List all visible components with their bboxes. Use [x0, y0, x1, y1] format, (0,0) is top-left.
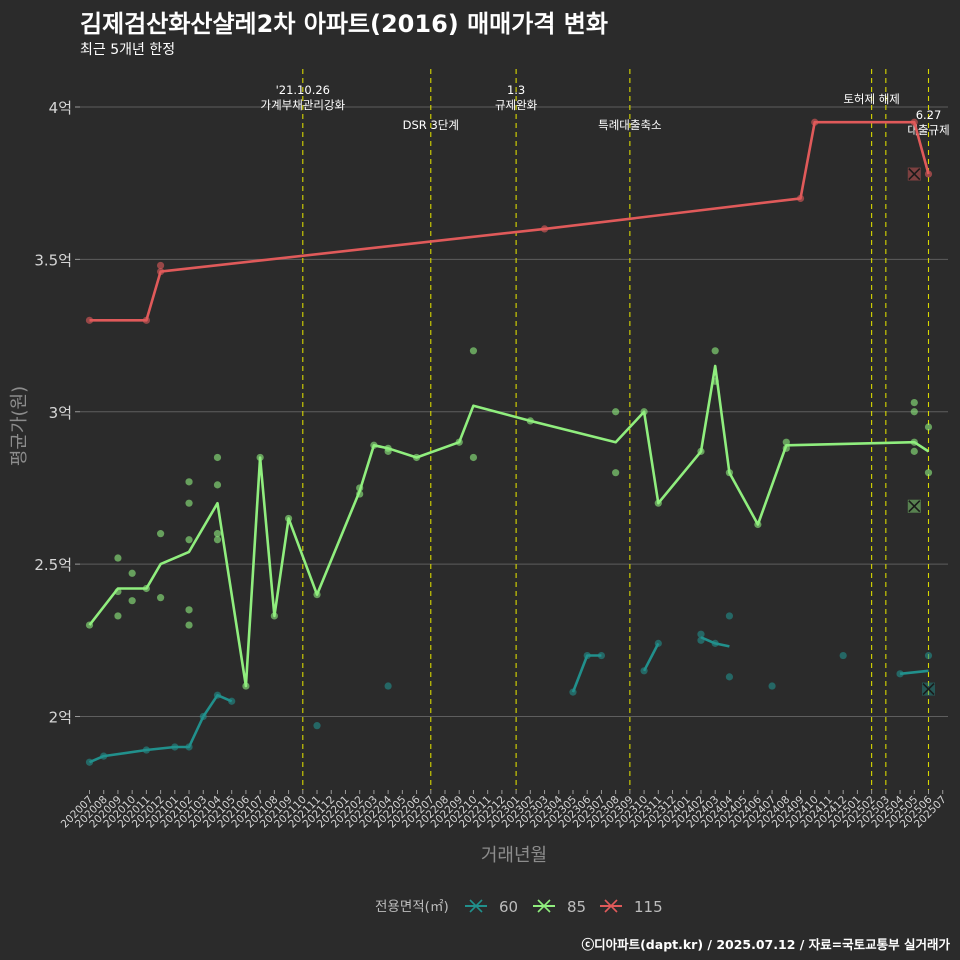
series-line-60 [700, 636, 730, 648]
data-point-85 [924, 423, 933, 431]
data-point-85 [469, 347, 478, 355]
data-point-85 [128, 597, 136, 605]
source-footer: ⓒ디아파트(dapt.kr) / 2025.07.12 / 자료=국토교통부 실… [581, 937, 950, 952]
data-point-85 [185, 478, 193, 486]
data-point-85 [114, 554, 122, 562]
data-point-60 [839, 651, 847, 660]
legend-key-x-85 [537, 899, 551, 913]
event-label: 가계부채관리강화 [260, 98, 345, 112]
legend-label-115: 115 [634, 898, 663, 916]
event-label: 토허제 해제 [843, 92, 900, 106]
data-point-85 [612, 408, 620, 416]
y-tick-label: 3억 [49, 404, 72, 422]
legend-key-x-115 [604, 899, 618, 913]
latest-marker [908, 500, 921, 513]
latest-marker [908, 167, 921, 181]
data-point-85 [910, 408, 918, 416]
y-axis-title: 평균가(원) [9, 386, 30, 466]
data-point-85 [469, 453, 478, 462]
x-axis-title: 거래년월 [481, 845, 547, 866]
data-point-85 [924, 469, 933, 477]
series-line-60 [899, 669, 929, 676]
series-line-115 [89, 120, 930, 322]
y-tick-label: 2억 [49, 709, 72, 727]
y-tick-label: 2.5억 [34, 556, 72, 574]
data-point-85 [185, 606, 193, 614]
data-point-85 [213, 530, 222, 538]
series-line-60 [642, 642, 660, 672]
data-point-60 [725, 612, 734, 620]
legend-key-x-60 [469, 899, 483, 913]
data-point-60 [597, 651, 606, 660]
legend-label-85: 85 [567, 898, 586, 916]
series-line-60 [571, 654, 602, 693]
latest-marker [922, 683, 935, 696]
data-point-85 [185, 536, 193, 544]
event-label: 규제완화 [495, 98, 538, 112]
y-tick-label: 4억 [49, 99, 72, 117]
data-point-60 [896, 670, 904, 678]
chart-title: 김제검산화산샬레2차 아파트(2016) 매매가격 변화 [80, 10, 608, 38]
data-point-85 [157, 530, 165, 538]
data-point-60 [697, 630, 705, 638]
data-point-85 [114, 612, 122, 620]
chart-subtitle: 최근 5개년 한정 [80, 42, 176, 58]
event-label: 특례대출축소 [598, 118, 661, 132]
y-tick-label: 3.5억 [34, 251, 72, 269]
legend-label-60: 60 [499, 898, 518, 916]
data-point-85 [128, 569, 136, 577]
data-point-85 [910, 399, 918, 407]
data-point-85 [185, 499, 193, 507]
data-point-60 [768, 682, 776, 690]
event-label: '21.10.26 [276, 83, 330, 97]
data-point-85 [213, 453, 222, 462]
series-line-85 [88, 364, 930, 688]
event-label: 6.27 [916, 108, 942, 122]
data-point-85 [213, 481, 222, 489]
data-point-85 [213, 536, 222, 544]
event-label: DSR 3단계 [403, 118, 459, 132]
legend-title: 전용면적(㎡) [375, 899, 449, 915]
event-label: 1.3 [507, 83, 525, 97]
data-point-85 [910, 447, 918, 455]
data-point-60 [725, 673, 734, 681]
data-point-85 [157, 594, 165, 602]
data-point-60 [313, 722, 321, 730]
data-point-60 [384, 682, 392, 690]
data-point-85 [711, 347, 719, 355]
series-line-60 [88, 693, 233, 764]
data-point-60 [924, 651, 933, 660]
data-point-85 [185, 621, 193, 629]
data-point-85 [612, 469, 620, 477]
data-point-115 [157, 261, 165, 270]
